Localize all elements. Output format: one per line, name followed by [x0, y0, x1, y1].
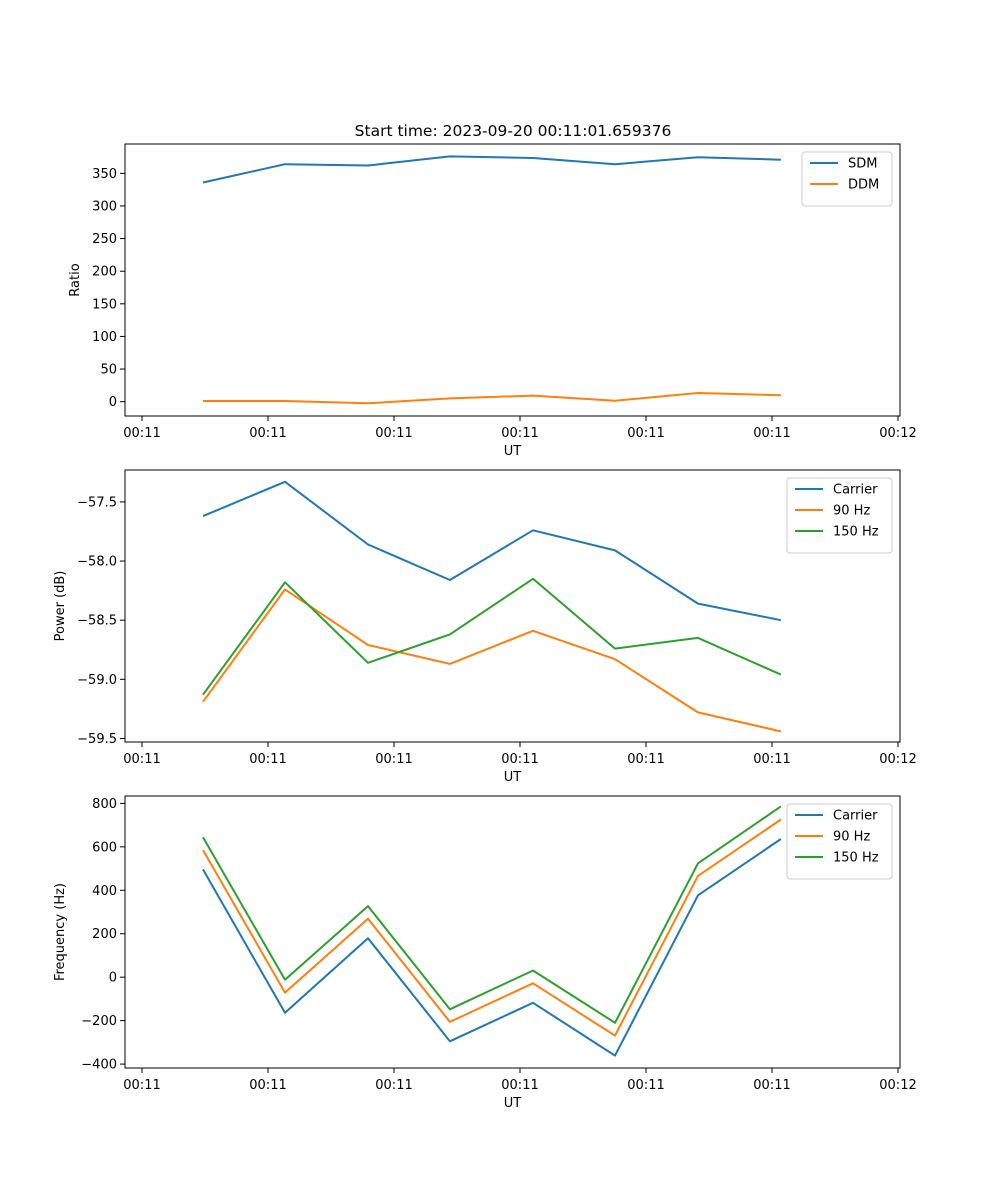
- y-tick-label: 350: [92, 167, 117, 182]
- x-tick-label: 00:12: [879, 752, 916, 767]
- x-tick-label: 00:11: [753, 752, 790, 767]
- legend-label: DDM: [848, 178, 879, 193]
- axes-frame: [124, 795, 901, 1069]
- chart-panel-1: 00:11 00:11 00:11 00:11 00:11 00:11 00:12 0 50 10…: [68, 143, 917, 459]
- axes-frame: [124, 143, 901, 417]
- x-tick-label: 00:11: [627, 752, 664, 767]
- y-tick-label: −59.5: [77, 732, 117, 747]
- chart-panel-2: 00:11 00:11 00:11 00:11 00:11 00:11 00:12 −59.5…: [53, 469, 917, 785]
- legend: Carrier 90 Hz 150 Hz: [786, 803, 893, 880]
- series-line-ddm: [203, 392, 781, 405]
- x-tick-label: 00:11: [627, 426, 664, 441]
- x-tick-label: 00:11: [375, 1078, 412, 1093]
- chart-panel-3: 00:11 00:11 00:11 00:11 00:11 00:11 00:12 −400 −…: [53, 795, 917, 1111]
- series-line-carrier: [202, 480, 782, 622]
- x-tick-label: 00:12: [879, 426, 916, 441]
- x-tick-label: 00:11: [123, 752, 160, 767]
- legend-label: Carrier: [833, 809, 878, 824]
- y-tick-label: −58.0: [77, 555, 117, 570]
- x-axis-label: UT: [504, 444, 522, 459]
- y-axis-label: Ratio: [68, 263, 83, 296]
- y-tick-label: −57.5: [77, 495, 117, 510]
- series-line-150-hz: [202, 577, 782, 696]
- x-tick-label: 00:11: [501, 426, 538, 441]
- y-tick-label: 50: [100, 363, 117, 378]
- y-tick-label: 200: [92, 927, 117, 942]
- y-tick-label: 100: [92, 330, 117, 345]
- y-tick-label: 800: [92, 797, 117, 812]
- legend-box: [786, 477, 893, 554]
- y-axis-label: Frequency (Hz): [53, 883, 68, 981]
- x-tick-label: 00:11: [375, 426, 412, 441]
- x-tick-label: 00:11: [123, 426, 160, 441]
- x-axis-label: UT: [504, 1096, 522, 1111]
- figure-title: Start time: 2023-09-20 00:11:01.659376: [355, 122, 672, 140]
- y-tick-label: −200: [81, 1014, 117, 1029]
- x-tick-label: 00:11: [249, 426, 286, 441]
- y-tick-label: 0: [109, 395, 117, 410]
- y-tick-label: 0: [109, 971, 117, 986]
- x-tick-label: 00:11: [249, 1078, 286, 1093]
- y-tick-label: 600: [92, 840, 117, 855]
- x-tick-label: 00:11: [249, 752, 286, 767]
- series-line-sdm: [202, 155, 781, 184]
- legend-box: [786, 803, 893, 880]
- y-tick-label: 400: [92, 884, 117, 899]
- legend: Carrier 90 Hz 150 Hz: [786, 477, 893, 554]
- legend-label: SDM: [848, 157, 877, 172]
- legend-label: 90 Hz: [833, 830, 870, 845]
- x-tick-label: 00:11: [501, 1078, 538, 1093]
- legend-label: 150 Hz: [833, 525, 879, 540]
- series-line-90-hz: [202, 818, 782, 1037]
- y-tick-label: 200: [92, 265, 117, 280]
- x-tick-label: 00:11: [123, 1078, 160, 1093]
- legend-label: 150 Hz: [833, 851, 879, 866]
- x-tick-label: 00:11: [753, 1078, 790, 1093]
- y-tick-label: −400: [81, 1058, 117, 1073]
- x-tick-label: 00:11: [375, 752, 412, 767]
- legend-label: Carrier: [833, 483, 878, 498]
- x-axis-label: UT: [504, 770, 522, 785]
- x-tick-label: 00:11: [753, 426, 790, 441]
- axes-frame: [124, 469, 901, 743]
- series-line-150-hz: [202, 805, 782, 1024]
- y-tick-label: −58.5: [77, 614, 117, 629]
- series-line-90-hz: [202, 588, 782, 733]
- x-tick-label: 00:11: [501, 752, 538, 767]
- series-line-carrier: [202, 838, 782, 1057]
- y-tick-label: 300: [92, 199, 117, 214]
- y-tick-label: 250: [92, 232, 117, 247]
- legend-label: 90 Hz: [833, 504, 870, 519]
- x-tick-label: 00:11: [627, 1078, 664, 1093]
- x-tick-label: 00:12: [879, 1078, 916, 1093]
- y-axis-label: Power (dB): [53, 571, 68, 642]
- legend-box: [801, 151, 893, 207]
- y-tick-label: 150: [92, 297, 117, 312]
- legend: SDM DDM: [801, 151, 893, 207]
- y-tick-label: −59.0: [77, 673, 117, 688]
